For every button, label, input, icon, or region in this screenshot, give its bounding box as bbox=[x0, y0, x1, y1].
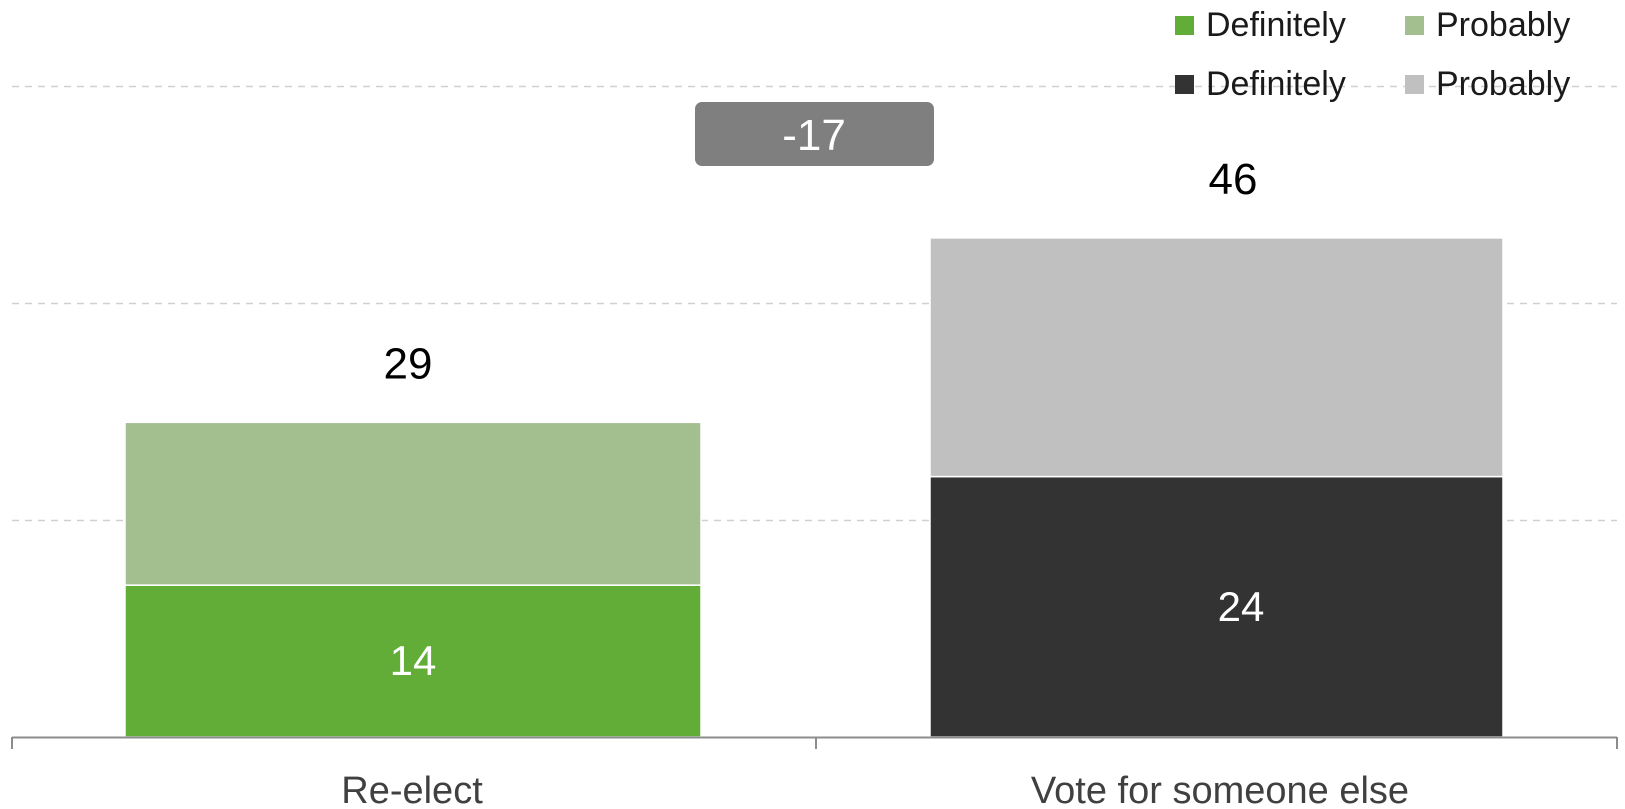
legend-label: Probably bbox=[1436, 5, 1571, 44]
legend-label: Definitely bbox=[1206, 5, 1346, 44]
total-value-label: 29 bbox=[384, 339, 433, 388]
x-axis: Re-elect Vote for someone else bbox=[11, 736, 1618, 809]
legend-swatch bbox=[1175, 15, 1194, 35]
legend-item-probably-green: Probably bbox=[1405, 2, 1585, 48]
segment-value-label: 14 bbox=[390, 637, 437, 684]
bars bbox=[124, 237, 1504, 738]
legend-item-definitely-dark: Definitely bbox=[1175, 61, 1405, 107]
bar-segment-probably bbox=[124, 421, 702, 586]
bar-segment-definitely bbox=[124, 584, 702, 738]
legend-swatch bbox=[1175, 74, 1194, 94]
legend-item-probably-gray: Probably bbox=[1405, 61, 1585, 107]
legend-swatch bbox=[1405, 74, 1424, 94]
total-value-label: 46 bbox=[1209, 155, 1258, 204]
x-tick-label: Re-elect bbox=[341, 770, 483, 809]
legend-item-definitely-green: Definitely bbox=[1175, 2, 1405, 48]
difference-badge-box bbox=[695, 102, 934, 166]
legend-label: Probably bbox=[1436, 64, 1571, 103]
legend-label: Definitely bbox=[1206, 64, 1346, 103]
segment-value-label: 24 bbox=[1218, 583, 1265, 630]
legend: Definitely Probably Definitely Probably bbox=[1175, 2, 1585, 107]
bar-segment-definitely bbox=[929, 475, 1504, 738]
difference-badge: -17 bbox=[695, 102, 934, 166]
legend-swatch bbox=[1405, 15, 1424, 35]
x-tick-label: Vote for someone else bbox=[1031, 770, 1409, 809]
data-labels: 14 29 24 46 -17 bbox=[384, 102, 1265, 684]
bar-segment-probably bbox=[929, 237, 1504, 478]
difference-label: -17 bbox=[782, 111, 846, 160]
